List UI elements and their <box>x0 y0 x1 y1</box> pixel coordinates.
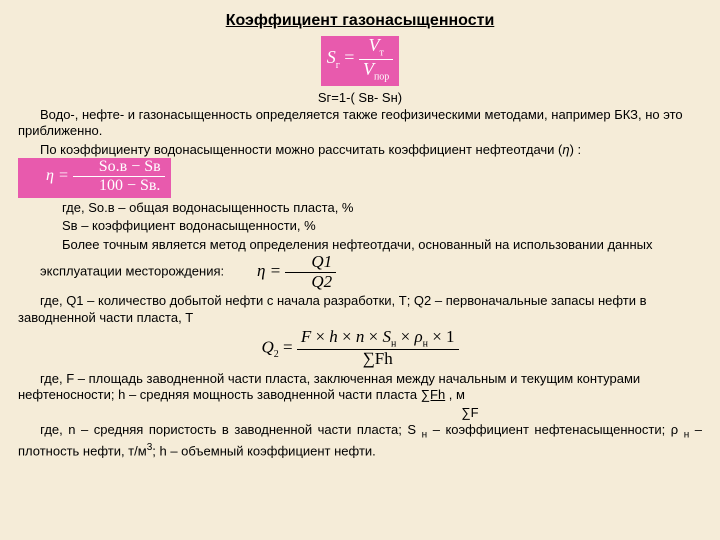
def-sv: Sв – коэффициент водонасыщенности, % <box>40 218 702 234</box>
paragraph-f: где, F – площадь заводненной части пласт… <box>18 371 702 404</box>
page-title: Коэффициент газонасыщенности <box>18 12 702 30</box>
def-method: Более точным является метод определения … <box>40 237 702 292</box>
formula-q-ratio: η = Q1 Q2 <box>235 253 336 291</box>
formula-q2: Q2 = F × h × n × Sн × ρн × 1 ∑Fh <box>18 328 702 369</box>
def-sov: где, Sо.в – общая водонасыщенность пласт… <box>40 200 702 216</box>
paragraph-n: где, n – средняя пористость в заводненно… <box>18 422 702 460</box>
paragraph-2: По коэффициенту водонасыщенности можно р… <box>18 142 702 198</box>
formula-sg-fraction: Sг = Vт Vпор <box>18 36 702 86</box>
formula-sg-line: Sг=1-( Sв- Sн) <box>18 90 702 105</box>
paragraph-q: где, Q1 – количество добытой нефти с нач… <box>18 293 702 326</box>
paragraph-1: Водо-, нефте- и газонасыщенность определ… <box>18 107 702 140</box>
sigma-f: ∑F <box>238 405 702 420</box>
formula-eta: η = Sо.в − Sв 100 − Sв. <box>18 158 171 198</box>
